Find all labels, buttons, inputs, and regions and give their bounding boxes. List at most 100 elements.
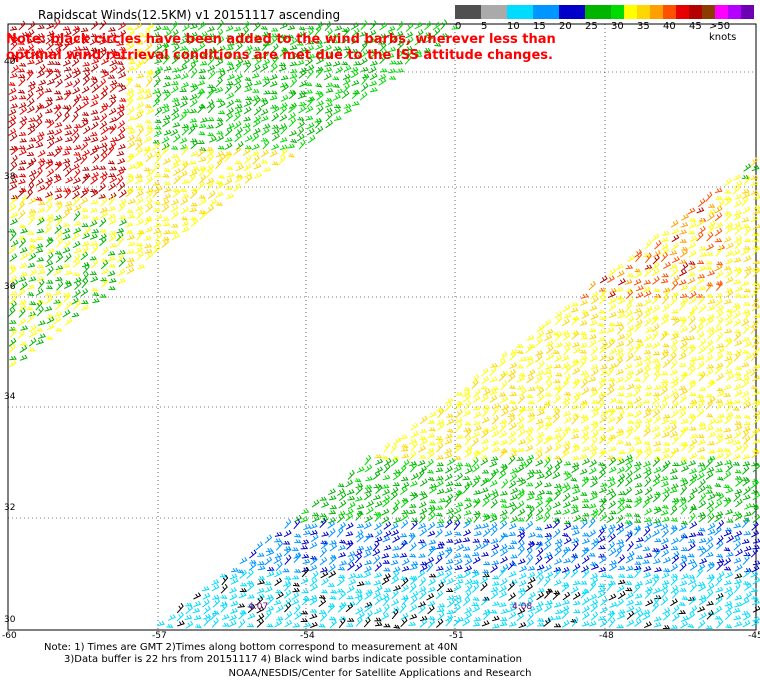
wind-barb <box>516 423 525 432</box>
wind-barb <box>233 112 241 122</box>
wind-barb <box>670 267 679 277</box>
wind-barb <box>162 236 170 241</box>
wind-barb <box>462 546 471 551</box>
wind-barb <box>125 229 134 234</box>
wind-barb <box>145 203 153 213</box>
wind-barb <box>626 400 634 405</box>
wind-barb <box>508 368 517 377</box>
wind-barb <box>681 246 689 251</box>
wind-barb <box>742 465 750 475</box>
wind-barb <box>680 484 688 496</box>
wind-barb <box>288 89 296 95</box>
wind-barb <box>444 565 453 573</box>
wind-barb <box>363 617 371 628</box>
wind-barb <box>562 492 571 502</box>
wind-barb <box>125 37 134 46</box>
wind-barb <box>616 526 625 536</box>
wind-barb <box>418 501 427 509</box>
wind-barb <box>80 154 88 165</box>
wind-barb <box>73 151 81 156</box>
wind-barb <box>55 265 64 270</box>
wind-barb <box>643 533 652 543</box>
wind-barb <box>320 540 329 550</box>
wind-barb <box>581 477 589 487</box>
wind-barb <box>705 317 714 326</box>
wind-barb <box>220 602 228 613</box>
wind-barb <box>498 392 507 397</box>
wind-barb <box>608 322 616 327</box>
wind-barb <box>472 605 481 613</box>
wind-barb <box>744 353 753 362</box>
wind-barb <box>117 55 125 60</box>
wind-barb <box>8 203 17 212</box>
wind-barb <box>134 61 142 71</box>
wind-barb <box>64 130 73 136</box>
wind-barb <box>260 99 269 108</box>
wind-barb <box>734 601 743 608</box>
wind-barb <box>687 207 696 215</box>
wind-barb <box>500 408 509 417</box>
wind-barb <box>28 117 37 123</box>
wind-barb <box>82 111 90 116</box>
wind-barb <box>424 21 432 31</box>
wind-barb <box>355 588 363 593</box>
wind-barb <box>98 183 106 193</box>
wind-barb <box>356 533 364 543</box>
wind-barb <box>62 209 71 219</box>
wind-barb <box>660 475 669 482</box>
wind-barb <box>46 285 54 290</box>
wind-barb <box>127 198 136 205</box>
wind-barb <box>447 598 455 608</box>
wind-barb <box>500 617 508 622</box>
wind-barb <box>37 268 46 275</box>
wind-barb <box>545 380 553 391</box>
wind-barb <box>563 461 572 466</box>
wind-barb <box>481 416 490 424</box>
wind-barb <box>219 601 228 607</box>
wind-barb <box>455 578 464 585</box>
wind-barb <box>680 326 689 333</box>
wind-barb <box>617 554 626 564</box>
wind-barb <box>53 176 62 184</box>
latitude-label: 36 <box>4 282 16 292</box>
wind-barb <box>369 87 378 93</box>
wind-barb <box>109 123 117 135</box>
wind-barb <box>287 25 296 31</box>
wind-barb <box>81 241 90 247</box>
wind-barb <box>597 336 606 342</box>
wind-barb <box>190 58 199 64</box>
wind-barb <box>562 395 571 404</box>
wind-barb <box>733 615 742 621</box>
wind-barb <box>54 160 63 171</box>
wind-barb <box>750 385 758 390</box>
wind-barb <box>654 240 662 250</box>
wind-barb <box>744 265 752 272</box>
wind-barb <box>741 318 750 327</box>
wind-barb <box>633 387 641 397</box>
wind-barb <box>152 181 161 186</box>
wind-barb <box>554 458 563 468</box>
wind-barb <box>374 522 383 531</box>
wind-barb <box>167 614 176 621</box>
wind-barb <box>625 470 633 480</box>
wind-barb <box>180 37 189 45</box>
wind-barb <box>35 58 44 65</box>
wind-barb <box>229 573 238 580</box>
wind-barb <box>500 564 509 573</box>
wind-barb <box>254 57 262 66</box>
wind-barb <box>28 252 37 261</box>
wind-barb <box>562 508 571 516</box>
wind-barb <box>288 117 297 128</box>
wind-barb <box>662 486 671 495</box>
legend-swatch <box>637 5 650 19</box>
wind-barb <box>652 478 661 487</box>
wind-barb <box>185 620 194 629</box>
wind-barb <box>19 173 27 178</box>
wind-barb <box>244 174 253 184</box>
wind-barb <box>161 42 169 53</box>
wind-barb <box>606 580 614 592</box>
wind-barb <box>616 352 625 361</box>
wind-barb <box>562 591 571 601</box>
wind-barb <box>274 531 283 537</box>
wind-barb <box>642 252 651 257</box>
